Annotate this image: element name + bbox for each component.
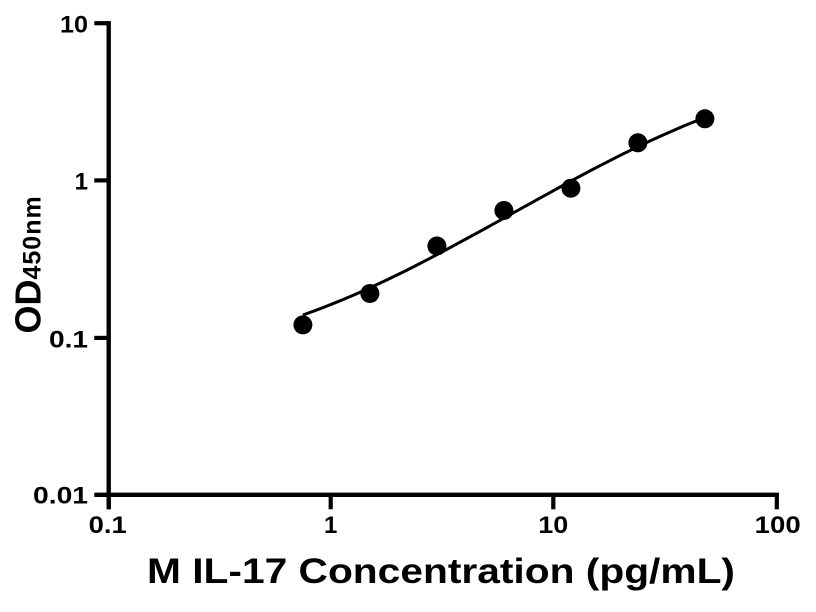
svg-text:M IL-17 Concentration (pg/mL): M IL-17 Concentration (pg/mL) [147, 552, 735, 591]
svg-text:10: 10 [538, 512, 568, 539]
svg-text:OD450nm: OD450nm [8, 195, 49, 333]
svg-text:10: 10 [60, 12, 88, 39]
svg-text:1: 1 [324, 512, 337, 539]
svg-text:0.1: 0.1 [89, 512, 127, 539]
svg-text:1: 1 [75, 168, 88, 195]
svg-text:0.01: 0.01 [33, 483, 88, 510]
svg-text:0.1: 0.1 [49, 326, 88, 353]
svg-text:100: 100 [755, 512, 801, 539]
